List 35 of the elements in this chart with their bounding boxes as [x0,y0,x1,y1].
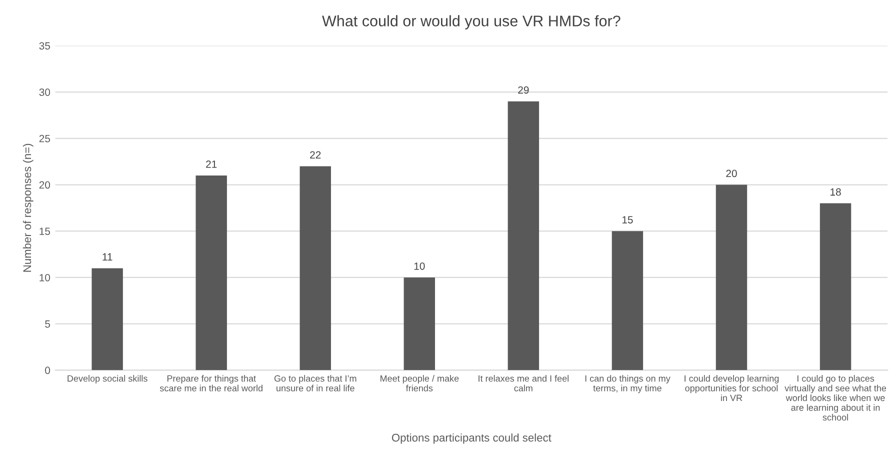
data-label: 10 [414,262,425,270]
y-tick-label: 5 [45,320,50,328]
bar [404,277,436,370]
x-tick-label: Meet people / make friends [380,375,459,392]
x-tick-label: I can do things on my terms, in my time [585,375,670,394]
y-tick-label: 30 [39,88,50,96]
bar [612,231,644,370]
x-tick-label: Go to places that I’m unsure of in real life [274,375,356,392]
y-tick-label: 35 [39,42,50,50]
y-axis-title: Number of responses (n=) [22,144,34,272]
bar [196,175,227,370]
y-tick-label: 0 [45,366,50,374]
data-label: 22 [310,151,321,158]
bar [300,166,331,370]
data-label: 15 [622,216,633,224]
data-label: 29 [518,86,529,94]
bar [508,101,540,370]
x-tick-label: Prepare for things that scare me in the real world [160,375,262,392]
bar [820,203,852,370]
x-tick-label: It relaxes me and I feel calm [478,375,568,392]
y-tick-label: 25 [39,134,50,142]
x-tick-label: I could develop learning opportunities for school in VR [684,375,779,402]
x-tick-label: I could go to places virtually and see what the world looks like when we are learning about it in school [784,375,886,421]
x-axis-title: Options participants could select [392,433,552,444]
chart-title: What could or would you use VR HMDs for? [322,15,620,30]
y-tick-label: 10 [40,274,50,282]
x-tick-label: Develop social skills [68,375,148,384]
data-label: 21 [206,160,217,168]
data-label: 20 [726,170,737,178]
bar [92,268,123,370]
y-tick-label: 15 [40,228,50,235]
data-label: 11 [102,253,112,260]
y-tick-label: 20 [39,181,50,189]
data-label: 18 [830,188,841,196]
bar [716,184,748,370]
